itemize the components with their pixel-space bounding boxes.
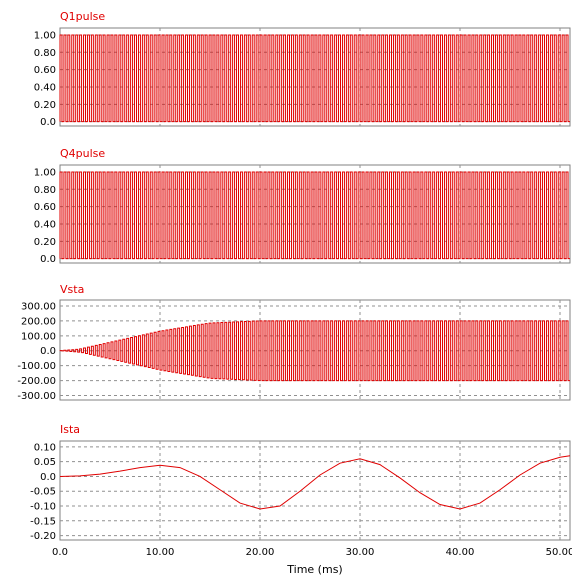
vsta-y-tick-label: -200.00 [17, 376, 56, 387]
vsta-trace [59, 320, 570, 382]
q1pulse-y-tick-label: 0.80 [34, 48, 56, 59]
ista-plot-area [59, 440, 571, 541]
x-tick-label: 50.00 [546, 547, 572, 558]
q1pulse-y-tick-label: 0.60 [34, 65, 56, 76]
q1pulse-y-tick-label: 0.0 [40, 117, 56, 128]
q4pulse-y-tick-label: 0.0 [40, 254, 56, 265]
ista-trace [59, 455, 571, 510]
x-axis: 0.0 10.00 20.00 30.00 40.00 50.00 [52, 547, 572, 558]
panel-ista: Ista -0.20 -0.15 -0.10 -0.05 0.0 0.05 0.10 [30, 423, 571, 542]
ista-y-tick-label: 0.0 [40, 472, 56, 483]
x-tick-label: 0.0 [52, 547, 68, 558]
q1pulse-y-tick-label: 0.40 [34, 82, 56, 93]
x-tick-label: 10.00 [146, 547, 175, 558]
x-tick-label: 20.00 [246, 547, 275, 558]
q4pulse-y-tick-label: 0.40 [34, 219, 56, 230]
vsta-y-tick-label: 100.00 [21, 331, 56, 342]
ista-y-tick-label: 0.05 [34, 457, 56, 468]
ista-grid [60, 441, 570, 540]
vsta-y-tick-label: 200.00 [21, 316, 56, 327]
ista-y-tick-label: 0.10 [34, 442, 56, 453]
vsta-y-tick-label: -300.00 [17, 391, 56, 402]
vsta-y-tick-label: -100.00 [17, 361, 56, 372]
x-axis-label: Time (ms) [286, 563, 342, 576]
x-tick-label: 30.00 [346, 547, 375, 558]
q4pulse-y-ticks: 0.0 0.20 0.40 0.60 0.80 1.00 [34, 167, 56, 265]
q4pulse-y-tick-label: 0.80 [34, 185, 56, 196]
ista-y-ticks: -0.20 -0.15 -0.10 -0.05 0.0 0.05 0.10 [30, 442, 56, 542]
vsta-y-tick-label: 0.0 [40, 346, 56, 357]
ista-title: Ista [60, 423, 80, 436]
q1pulse-y-ticks: 0.0 0.20 0.40 0.60 0.80 1.00 [34, 30, 56, 128]
vsta-y-tick-label: 300.00 [21, 301, 56, 312]
panel-q1pulse: Q1pulse 0.0 0.20 0.40 0.60 0.80 1.00 [34, 10, 571, 128]
q1pulse-y-tick-label: 0.20 [34, 100, 56, 111]
ista-y-tick-label: -0.20 [30, 531, 56, 542]
ista-y-tick-label: -0.05 [30, 487, 56, 498]
q4pulse-y-tick-label: 1.00 [34, 167, 56, 178]
vsta-y-ticks: -300.00 -200.00 -100.00 0.0 100.00 200.00 300.… [17, 301, 56, 402]
ista-y-tick-label: -0.15 [30, 516, 56, 527]
q4pulse-title: Q4pulse [60, 147, 105, 160]
ista-y-tick-label: -0.10 [30, 502, 56, 513]
x-tick-label: 40.00 [446, 547, 475, 558]
vsta-title: Vsta [60, 283, 84, 296]
q4pulse-trace [59, 171, 570, 260]
panel-vsta: Vsta -300.00 -200.00 -100.00 0.0 100.00 200.0… [17, 283, 571, 402]
q1pulse-y-tick-label: 1.00 [34, 30, 56, 41]
q4pulse-y-tick-label: 0.20 [34, 237, 56, 248]
q1pulse-trace [59, 34, 570, 123]
q4pulse-y-tick-label: 0.60 [34, 202, 56, 213]
q1pulse-title: Q1pulse [60, 10, 105, 23]
panel-q4pulse: Q4pulse 0.0 0.20 0.40 0.60 0.80 1.00 [34, 147, 571, 265]
